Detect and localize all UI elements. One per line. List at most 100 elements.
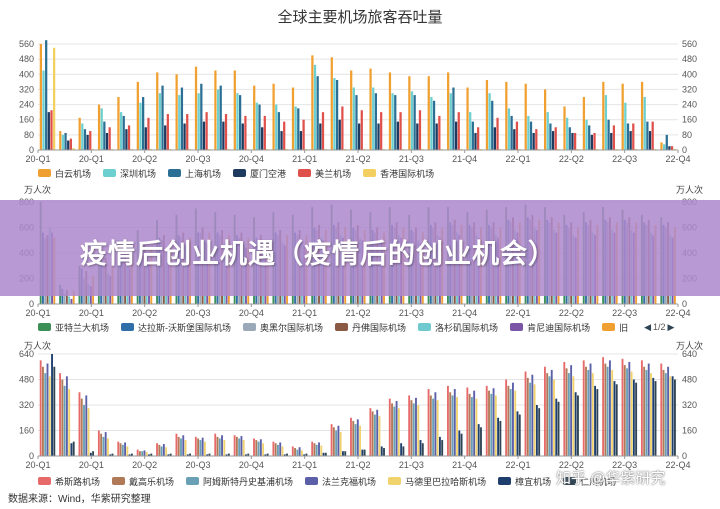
bar-戴高乐机场 xyxy=(410,400,413,456)
bar-樟宜机场 xyxy=(128,454,131,456)
bar-美兰机场 xyxy=(321,112,325,150)
x-tick-label: 20-Q1 xyxy=(79,308,104,318)
bar-法兰克福机场 xyxy=(143,450,146,456)
bar-希斯路机场 xyxy=(427,389,430,456)
bar-希斯路机场 xyxy=(59,373,62,456)
bar-上海机场 xyxy=(45,40,48,150)
bar-白云机场 xyxy=(291,87,295,150)
bar-上海机场 xyxy=(122,115,125,150)
bar-美兰机场 xyxy=(399,112,402,150)
bar-马德里巴拉哈斯机场 xyxy=(48,376,51,456)
bar-白云机场 xyxy=(59,131,62,150)
bar-希斯路机场 xyxy=(291,446,294,456)
bar-厦门空港 xyxy=(299,131,303,150)
bar-戴高乐机场 xyxy=(294,448,297,456)
bar-厦门空港 xyxy=(241,123,244,150)
bar-戴高乐机场 xyxy=(391,403,393,456)
bar-美兰机场 xyxy=(166,114,169,150)
x-tick-label: 20-Q1 xyxy=(25,460,50,470)
bar-美兰机场 xyxy=(632,123,635,150)
pager-text: 1/2 xyxy=(653,321,666,332)
chart-title: 全球主要机场旅客吞吐量 xyxy=(277,9,443,26)
bar-美兰机场 xyxy=(263,115,266,150)
legend-item[interactable]: 洛杉矶国际机场 xyxy=(418,321,498,334)
bar-戴高乐机场 xyxy=(61,379,64,456)
bar-深圳机场 xyxy=(566,117,569,150)
x-tick-label: 22-Q4 xyxy=(665,154,690,164)
legend-item[interactable]: 香港国际机场 xyxy=(363,167,434,180)
bar-阿姆斯特丹史基浦机场 xyxy=(160,446,163,456)
legend-item[interactable]: 奥黑尔国际机场 xyxy=(243,321,323,334)
bar-马德里巴拉哈斯机场 xyxy=(68,389,71,456)
y-tick-left: 400 xyxy=(19,69,34,79)
bar-樟宜机场 xyxy=(671,376,674,456)
bar-马德里巴拉哈斯机场 xyxy=(456,397,458,456)
bar-希斯路机场 xyxy=(660,363,663,456)
bar-厦门空港 xyxy=(164,125,167,150)
bar-深圳机场 xyxy=(643,97,646,150)
pager-prev-icon[interactable]: ◀ xyxy=(644,321,652,332)
bar-仁川机场 xyxy=(460,433,463,456)
bar-仁川机场 xyxy=(208,453,211,456)
legend-item[interactable]: 希斯路机场 xyxy=(38,475,100,488)
legend-item[interactable]: 法兰克福机场 xyxy=(305,475,376,488)
bar-仁川机场 xyxy=(402,446,405,456)
bar-白云机场 xyxy=(253,85,256,150)
legend-item[interactable]: 上海机场 xyxy=(168,167,221,180)
x-tick-label: 20-Q3 xyxy=(185,154,210,164)
bar-马德里巴拉哈斯机场 xyxy=(533,384,536,456)
legend-item[interactable]: 樟宜机场 xyxy=(498,475,551,488)
x-tick-label: 21-Q3 xyxy=(399,154,424,164)
bar-希斯路机场 xyxy=(311,441,314,456)
bar-深圳机场 xyxy=(410,91,414,150)
bar-白云机场 xyxy=(39,44,42,150)
bar-法兰克福机场 xyxy=(395,401,398,456)
legend-label: 亚特兰大机场 xyxy=(55,322,110,333)
bar-阿姆斯特丹史基浦机场 xyxy=(63,385,66,456)
bar-法兰克福机场 xyxy=(628,361,631,456)
bar-阿姆斯特丹史基浦机场 xyxy=(83,405,85,456)
bar-戴高乐机场 xyxy=(488,390,490,456)
bar-戴高乐机场 xyxy=(313,443,316,456)
legend-label: 达拉斯-沃斯堡国际机场 xyxy=(138,322,232,333)
legend-swatch xyxy=(602,323,616,331)
bar-仁川机场 xyxy=(227,453,230,456)
legend-item[interactable]: 亚特兰大机场 xyxy=(38,321,109,334)
legend-item[interactable]: 深圳机场 xyxy=(103,167,156,180)
bar-马德里巴拉哈斯机场 xyxy=(514,390,517,456)
legend-item[interactable]: 阿姆斯特丹史基浦机场 xyxy=(186,475,293,488)
legend-item[interactable]: 白云机场 xyxy=(38,167,91,180)
bar-白云机场 xyxy=(563,106,566,150)
bar-马德里巴拉哈斯机场 xyxy=(650,373,652,456)
bar-戴高乐机场 xyxy=(235,436,238,456)
bar-上海机场 xyxy=(142,97,145,150)
bar-马德里巴拉哈斯机场 xyxy=(339,432,342,456)
bar-仁川机场 xyxy=(111,453,114,456)
legend-pager[interactable]: ◀ 1/2 ▶ xyxy=(642,322,676,333)
legend-item[interactable]: 达拉斯-沃斯堡国际机场 xyxy=(121,321,231,334)
x-tick-label: 21-Q3 xyxy=(399,308,424,318)
legend-item[interactable]: 丹佛国际机场 xyxy=(335,321,406,334)
x-tick-label: 22-Q2 xyxy=(559,460,584,470)
bar-阿姆斯特丹史基浦机场 xyxy=(218,438,221,456)
legend-item[interactable]: 旧 xyxy=(602,321,628,334)
legend-item[interactable]: 仁川机场 xyxy=(563,475,616,488)
legend-item[interactable]: 厦门空港 xyxy=(233,167,286,180)
legend-item[interactable]: 肯尼迪国际机场 xyxy=(510,321,590,334)
bar-仁川机场 xyxy=(169,453,172,456)
legend-swatch xyxy=(563,477,577,485)
bar-美兰机场 xyxy=(535,129,538,150)
x-tick-label: 20-Q4 xyxy=(239,460,264,470)
bar-上海机场 xyxy=(180,87,184,150)
bar-希斯路机场 xyxy=(194,436,197,456)
bar-洛杉矶国际机场 xyxy=(68,296,71,304)
legend-item[interactable]: 戴高乐机场 xyxy=(112,475,174,488)
y-tick-right: 80 xyxy=(682,130,692,140)
bar-戴高乐机场 xyxy=(507,385,510,456)
pager-next-icon[interactable]: ▶ xyxy=(667,321,675,332)
legend-item[interactable]: 美兰机场 xyxy=(298,167,351,180)
legend-item[interactable]: 马德里巴拉哈斯机场 xyxy=(388,475,486,488)
bar-阿姆斯特丹史基浦机场 xyxy=(44,373,47,456)
bar-阿姆斯特丹史基浦机场 xyxy=(567,373,570,456)
legend-swatch xyxy=(510,323,524,331)
